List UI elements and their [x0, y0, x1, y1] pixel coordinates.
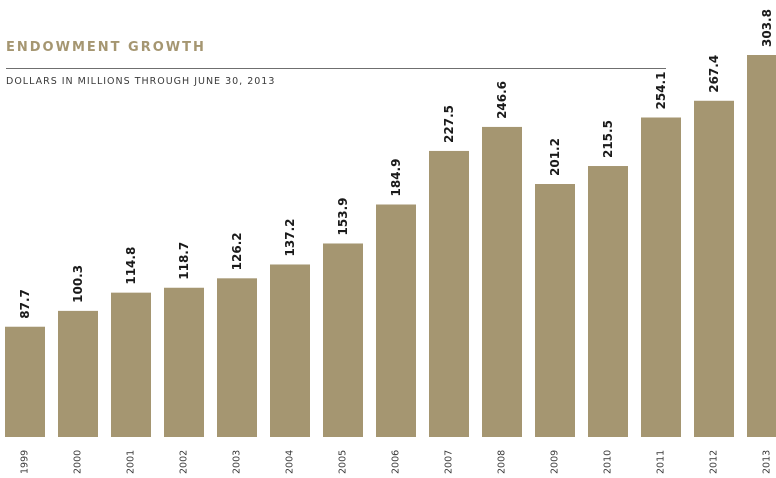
bar-2005	[323, 243, 363, 437]
year-label-2005: 2005	[338, 450, 349, 474]
year-label-2006: 2006	[391, 450, 402, 474]
value-label-2012: 267.4	[707, 55, 721, 93]
year-label-2010: 2010	[603, 450, 614, 474]
value-label-2004: 137.2	[283, 219, 297, 257]
year-label-2004: 2004	[285, 450, 296, 474]
year-label-2013: 2013	[762, 450, 773, 474]
value-label-2008: 246.6	[495, 81, 509, 119]
value-label-2001: 114.8	[124, 247, 138, 285]
bar-2002	[164, 287, 204, 437]
bar-2004	[270, 264, 310, 437]
bar-2006	[376, 204, 416, 437]
year-label-2003: 2003	[232, 450, 243, 474]
bar-2010	[588, 166, 628, 437]
bar-2003	[217, 278, 257, 437]
value-label-2007: 227.5	[442, 105, 456, 143]
value-label-2010: 215.5	[601, 120, 615, 158]
value-label-2000: 100.3	[71, 265, 85, 303]
bar-2009	[535, 184, 575, 437]
bars-layer	[5, 55, 776, 437]
year-label-1999: 1999	[20, 450, 31, 474]
bar-2007	[429, 150, 469, 437]
bar-2001	[111, 292, 151, 437]
year-label-2011: 2011	[656, 450, 667, 474]
year-label-2000: 2000	[73, 450, 84, 474]
year-labels-layer: 1999 2000 2001 2002 2003 2004 2005 2006 2007 2008…	[20, 450, 773, 474]
bar-2011	[641, 117, 681, 437]
year-label-2012: 2012	[709, 450, 720, 474]
value-label-2009: 201.2	[548, 138, 562, 176]
bar-2008	[482, 126, 522, 437]
year-label-2007: 2007	[444, 450, 455, 474]
year-label-2009: 2009	[550, 450, 561, 474]
chart-title: ENDOWMENT GROWTH	[6, 40, 206, 55]
value-label-2003: 126.2	[230, 232, 244, 270]
value-labels-layer: 87.7 100.3 114.8 118.7 126.2 137.2 153.9 184.9 2…	[18, 9, 774, 319]
value-label-1999: 87.7	[18, 289, 32, 319]
chart-subtitle: DOLLARS IN MILLIONS THROUGH JUNE 30, 201…	[6, 76, 276, 87]
value-label-2011: 254.1	[654, 72, 668, 110]
bar-1999	[5, 326, 45, 437]
year-label-2001: 2001	[126, 450, 137, 474]
value-label-2002: 118.7	[177, 242, 191, 280]
title-divider	[6, 68, 666, 69]
year-label-2008: 2008	[497, 450, 508, 474]
year-label-2002: 2002	[179, 450, 190, 474]
bar-2012	[694, 100, 734, 437]
value-label-2013: 303.8	[760, 9, 774, 47]
bar-2000	[58, 310, 98, 437]
value-label-2005: 153.9	[336, 198, 350, 236]
value-label-2006: 184.9	[389, 159, 403, 197]
bar-2013	[747, 55, 776, 437]
